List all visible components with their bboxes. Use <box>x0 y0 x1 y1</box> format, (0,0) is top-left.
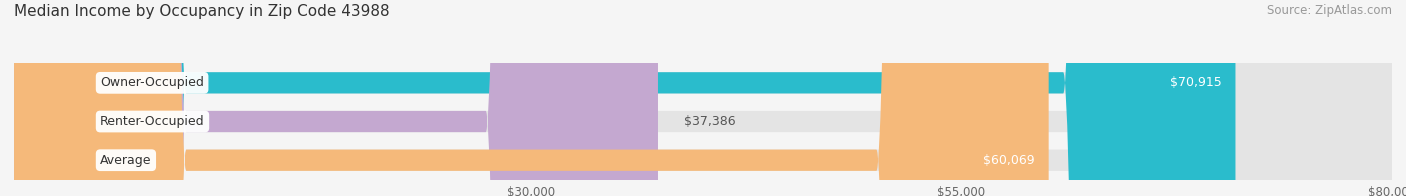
Text: Renter-Occupied: Renter-Occupied <box>100 115 205 128</box>
FancyBboxPatch shape <box>14 0 1049 196</box>
FancyBboxPatch shape <box>14 0 1392 196</box>
FancyBboxPatch shape <box>14 0 658 196</box>
FancyBboxPatch shape <box>14 0 1236 196</box>
Text: $37,386: $37,386 <box>683 115 735 128</box>
Text: Median Income by Occupancy in Zip Code 43988: Median Income by Occupancy in Zip Code 4… <box>14 4 389 19</box>
FancyBboxPatch shape <box>14 0 1392 196</box>
FancyBboxPatch shape <box>14 0 1392 196</box>
Text: $60,069: $60,069 <box>983 154 1035 167</box>
Text: Average: Average <box>100 154 152 167</box>
Text: $70,915: $70,915 <box>1170 76 1222 89</box>
Text: Source: ZipAtlas.com: Source: ZipAtlas.com <box>1267 4 1392 17</box>
Text: Owner-Occupied: Owner-Occupied <box>100 76 204 89</box>
